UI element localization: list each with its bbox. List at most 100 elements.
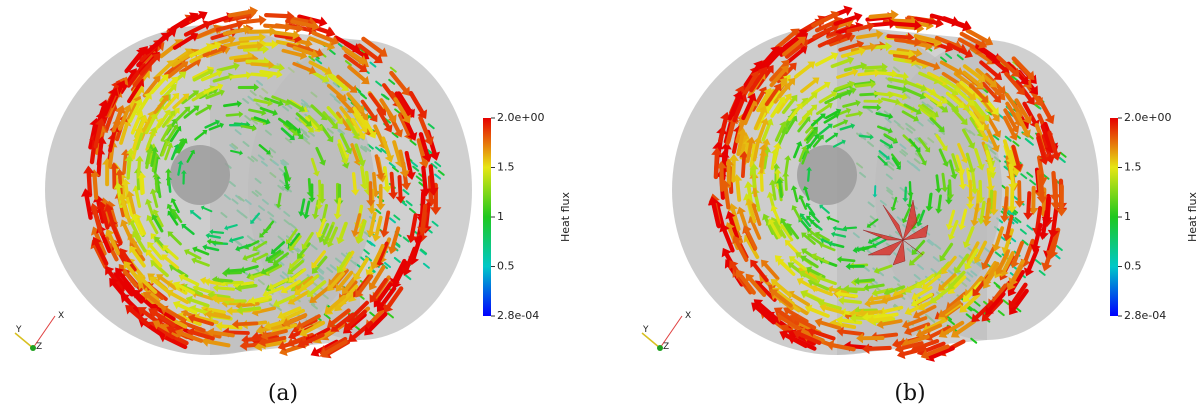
arrow <box>801 151 808 165</box>
arrow <box>134 189 142 208</box>
arrow-head <box>160 73 169 82</box>
arrow <box>878 150 889 159</box>
arrow <box>915 339 940 351</box>
arrow <box>932 287 951 302</box>
arrow <box>780 315 803 332</box>
arrow <box>801 268 819 281</box>
colorbar-tick-label: 0.5 <box>497 260 515 273</box>
arrow <box>808 136 818 149</box>
arrow <box>290 268 307 281</box>
arrow <box>295 112 310 125</box>
arrow-head <box>784 239 792 247</box>
arrow <box>770 99 784 118</box>
arrow <box>259 106 275 115</box>
arrow <box>957 37 980 52</box>
arrow <box>183 23 207 37</box>
arrow <box>397 175 403 199</box>
arrow <box>1029 179 1037 186</box>
arrow <box>336 74 355 91</box>
arrow-head <box>1008 299 1018 309</box>
arrow-head <box>198 10 208 21</box>
arrow <box>164 247 179 260</box>
arrow <box>781 220 793 236</box>
arrow <box>877 312 899 320</box>
arrow <box>360 93 368 100</box>
arrow <box>1026 191 1032 215</box>
arrow-head <box>136 274 145 283</box>
arrow-head <box>212 283 219 293</box>
arrow-head <box>260 267 267 275</box>
glyph <box>902 224 929 241</box>
arrow-head <box>947 282 956 290</box>
arrow-head <box>1038 156 1050 166</box>
arrow-head <box>920 84 928 92</box>
arrow-head <box>377 47 388 57</box>
arrow <box>222 27 247 36</box>
arrow-head <box>950 328 960 338</box>
arrow-head <box>947 233 956 241</box>
arrow <box>324 225 334 243</box>
arrow-head <box>173 143 180 150</box>
arrow <box>775 222 787 239</box>
arrow-head <box>798 29 808 39</box>
arrow <box>972 308 980 315</box>
arrow-head <box>343 321 353 331</box>
arrow <box>948 209 956 227</box>
arrow <box>170 146 178 161</box>
arrow-head <box>276 69 283 79</box>
colorbar-tick-label: 1.5 <box>1124 161 1142 174</box>
arrow <box>392 258 407 283</box>
arrow-head <box>360 75 370 85</box>
arrow-head <box>278 63 285 72</box>
arrow <box>169 128 180 143</box>
arrow-head <box>904 306 913 316</box>
arrow <box>135 217 147 236</box>
arrow-head <box>857 308 864 318</box>
arrow-head <box>163 109 171 117</box>
arrow <box>276 294 296 305</box>
arrow-head <box>120 149 131 156</box>
arrow <box>871 294 891 301</box>
arrow <box>357 274 374 295</box>
arrow-head <box>94 117 106 127</box>
arrow <box>388 162 396 169</box>
arrow-head <box>792 329 803 340</box>
arrow-head <box>184 106 191 113</box>
arrow <box>965 152 974 171</box>
arrow-head <box>780 65 789 74</box>
colorbar-tick-label: 1.5 <box>497 161 515 174</box>
arrow-head <box>115 105 126 114</box>
arrow <box>226 224 238 229</box>
arrow-head <box>296 320 305 330</box>
arrow <box>928 89 945 102</box>
arrow <box>725 120 735 146</box>
arrow-head <box>1030 243 1041 253</box>
arrow <box>965 313 973 320</box>
arrow <box>787 105 801 122</box>
arrow-head <box>213 41 222 51</box>
arrow <box>814 286 833 297</box>
arrow <box>203 85 221 94</box>
arrow <box>94 241 109 266</box>
arrow <box>812 25 836 40</box>
arrow-head <box>745 273 755 283</box>
arrow-head <box>261 109 267 117</box>
arrow-head <box>901 319 910 330</box>
arrow <box>745 141 753 163</box>
arrow <box>992 134 1000 141</box>
colorbar-tick-label: 2.8e-04 <box>497 309 539 322</box>
arrow-head <box>784 155 792 161</box>
arrow-head <box>977 218 986 225</box>
arrow <box>124 182 130 204</box>
arrow-head <box>387 246 398 255</box>
arrow-head <box>145 147 154 154</box>
arrow-head <box>192 246 198 253</box>
arrow-head <box>1002 233 1013 242</box>
arrow-head <box>750 259 759 269</box>
arrow-head <box>1013 163 1024 172</box>
arrow-head <box>935 208 943 214</box>
arrow-head <box>150 146 159 153</box>
arrow <box>313 255 328 272</box>
arrow <box>817 35 840 48</box>
arrow <box>186 151 194 163</box>
